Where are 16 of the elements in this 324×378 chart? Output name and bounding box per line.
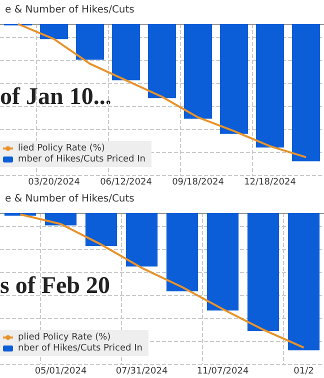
annotation: s of Feb 20 xyxy=(0,273,110,299)
legend-label: plied Policy Rate (%) xyxy=(18,332,111,342)
x-tick-label: 01/2 xyxy=(294,366,314,376)
x-tick-label: 07/31/2024 xyxy=(116,366,168,376)
legend-label: mber of Hikes/Cuts Priced In xyxy=(18,154,146,164)
x-tick-label: 11/07/2024 xyxy=(196,366,249,376)
annotation: of Jan 10... xyxy=(0,84,112,110)
legend-label: lied Policy Rate (%) xyxy=(18,144,105,154)
x-tick-label: 05/01/2024 xyxy=(34,366,87,376)
x-tick-label: 06/12/2024 xyxy=(100,178,152,188)
x-tick-label: 12/18/2024 xyxy=(244,178,296,188)
x-tick-label: 03/20/2024 xyxy=(28,178,80,188)
chart-title: e & Number of Hikes/Cuts xyxy=(5,4,134,16)
x-tick-label: 09/18/2024 xyxy=(172,178,224,188)
legend-label: nber of Hikes/Cuts Priced In xyxy=(18,344,142,354)
chart-title: e & Number of Hikes/Cuts xyxy=(5,194,134,204)
